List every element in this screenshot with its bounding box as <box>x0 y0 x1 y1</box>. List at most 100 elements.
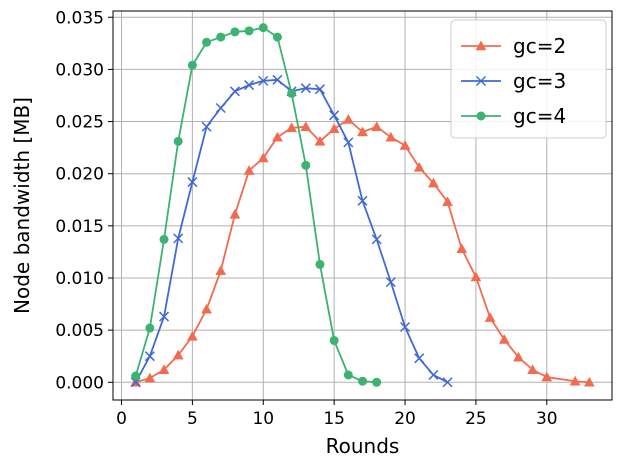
plot-frame <box>112 10 613 401</box>
data-point <box>230 27 240 37</box>
data-point <box>470 271 482 282</box>
data-point <box>413 161 425 172</box>
data-point <box>158 364 170 375</box>
x-tick-label: 25 <box>465 409 487 429</box>
data-point <box>357 126 368 137</box>
x-axis-ticks: 0 5 10 15 20 25 30 <box>116 400 558 429</box>
data-point <box>272 32 282 42</box>
series-line <box>134 26 377 384</box>
data-point <box>414 353 425 364</box>
data-point <box>201 121 212 132</box>
legend-label: gc=2 <box>513 34 566 58</box>
data-point <box>329 110 340 121</box>
data-point <box>131 371 141 381</box>
data-point <box>159 311 170 322</box>
data-point <box>287 88 297 98</box>
x-axis-label: Rounds <box>326 434 400 458</box>
y-tick-label: 0.000 <box>55 373 104 393</box>
data-point <box>258 23 268 33</box>
data-point <box>172 349 184 360</box>
data-point <box>498 333 510 344</box>
data-point <box>399 321 411 333</box>
data-point <box>243 165 255 175</box>
data-point <box>202 37 212 47</box>
data-point <box>186 330 198 341</box>
data-point <box>215 265 227 275</box>
data-point <box>371 121 383 132</box>
data-point <box>428 369 439 381</box>
x-tick-label: 0 <box>116 409 127 429</box>
data-point <box>569 375 581 386</box>
data-point <box>484 312 496 322</box>
data-point <box>328 123 340 134</box>
data-point <box>187 60 197 70</box>
data-point <box>229 86 240 97</box>
data-point <box>201 303 212 314</box>
data-point <box>513 351 524 362</box>
data-point <box>286 122 298 133</box>
legend-entry: gc=4 <box>461 104 566 128</box>
data-point <box>244 80 255 91</box>
y-tick-label: 0.005 <box>55 321 104 341</box>
y-axis-label: Node bandwidth [MB] <box>10 97 34 314</box>
data-point <box>272 131 283 142</box>
data-point <box>442 377 453 388</box>
data-point <box>173 233 184 244</box>
data-point <box>357 195 368 206</box>
data-point <box>541 371 553 382</box>
y-tick-label: 0.020 <box>55 165 104 185</box>
legend-label: gc=4 <box>513 104 566 128</box>
legend: gc=2 gc=3 gc=4 <box>450 19 607 139</box>
data-point <box>173 136 183 146</box>
data-point <box>272 74 283 85</box>
series-layer <box>130 23 595 388</box>
data-point <box>144 372 156 383</box>
data-point <box>229 208 241 219</box>
data-point <box>358 376 367 386</box>
data-point <box>385 131 397 142</box>
legend-marker <box>476 111 486 121</box>
x-tick-label: 20 <box>394 409 416 429</box>
legend-entry: gc=2 <box>461 34 566 58</box>
data-point <box>329 336 339 346</box>
data-point <box>258 75 269 86</box>
y-tick-label: 0.015 <box>55 217 104 237</box>
y-tick-label: 0.030 <box>55 60 104 80</box>
data-point <box>314 84 326 95</box>
data-point <box>159 234 169 244</box>
legend-box <box>450 19 607 139</box>
series-gc=2 <box>130 113 595 387</box>
data-point <box>314 135 326 146</box>
data-point <box>343 137 354 148</box>
data-point <box>257 152 269 163</box>
x-tick-label: 10 <box>252 409 274 429</box>
legend-entry: gc=3 <box>461 69 566 93</box>
data-point <box>427 177 439 188</box>
data-point <box>244 26 254 36</box>
data-point <box>187 177 198 188</box>
data-point <box>371 234 382 245</box>
x-tick-label: 30 <box>536 409 558 429</box>
data-point <box>215 102 226 114</box>
data-point <box>144 351 155 362</box>
y-tick-label: 0.025 <box>55 113 104 133</box>
y-tick-label: 0.010 <box>55 269 104 289</box>
y-axis-ticks: 0.000 0.005 0.010 0.015 0.020 0.025 0.030 0.035 <box>55 8 113 393</box>
legend-marker <box>475 40 487 51</box>
x-tick-label: 15 <box>323 409 345 429</box>
legend-label: gc=3 <box>513 69 566 93</box>
data-point <box>583 376 595 387</box>
data-point <box>385 277 396 288</box>
data-point <box>145 323 155 333</box>
data-point <box>442 196 453 207</box>
y-tick-label: 0.035 <box>55 8 104 28</box>
data-point <box>527 364 539 375</box>
series-gc=4 <box>131 23 382 387</box>
data-point <box>372 377 382 387</box>
data-point <box>216 32 226 42</box>
data-point <box>399 140 411 150</box>
data-point <box>343 370 353 380</box>
data-point <box>300 121 312 132</box>
data-point <box>342 113 354 124</box>
